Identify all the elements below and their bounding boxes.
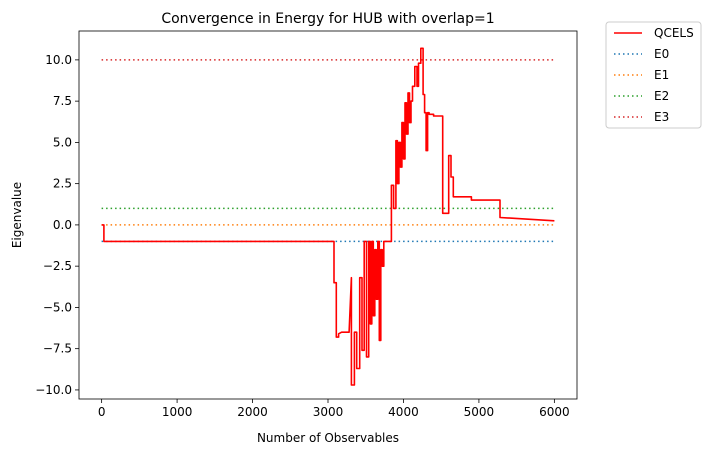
- legend-frame: [605, 21, 702, 129]
- x-tick-label: 4000: [388, 405, 419, 419]
- y-tick-label: −5.0: [43, 300, 72, 314]
- plot-background: [79, 31, 577, 399]
- x-tick-label: 2000: [237, 405, 268, 419]
- y-tick-label: −7.5: [43, 342, 72, 356]
- y-axis-label: Eigenvalue: [10, 182, 24, 248]
- legend-label-e2: E2: [654, 89, 669, 103]
- y-tick-label: 0.0: [53, 218, 72, 232]
- legend-label-e1: E1: [654, 68, 669, 82]
- x-tick-label: 5000: [464, 405, 495, 419]
- y-axis: −10.0 −7.5 −5.0 −2.5 0.0 2.5 5.0 7.5 10.0: [35, 53, 79, 397]
- legend-label-e3: E3: [654, 110, 669, 124]
- y-tick-label: −2.5: [43, 259, 72, 273]
- series-layer: [101, 47, 555, 386]
- legend-label-e0: E0: [654, 47, 669, 61]
- legend: QCELS E0 E1 E2 E3: [605, 21, 702, 129]
- chart-title: Convergence in Energy for HUB with overl…: [161, 11, 494, 27]
- x-tick-label: 3000: [313, 405, 344, 419]
- x-tick-label: 6000: [539, 405, 570, 419]
- y-tick-label: −10.0: [35, 383, 72, 397]
- x-axis-label: Number of Observables: [257, 431, 399, 445]
- plot-area: [78, 30, 578, 400]
- series-line-qcels: [101, 47, 555, 386]
- legend-label-qcels: QCELS: [654, 26, 694, 40]
- y-tick-label: 2.5: [53, 177, 72, 191]
- x-tick-label: 1000: [162, 405, 193, 419]
- x-axis: 0 1000 2000 3000 4000 5000 6000: [98, 399, 570, 419]
- y-tick-label: 7.5: [53, 94, 72, 108]
- x-tick-label: 0: [98, 405, 106, 419]
- y-tick-label: 10.0: [45, 53, 72, 67]
- y-tick-label: 5.0: [53, 135, 72, 149]
